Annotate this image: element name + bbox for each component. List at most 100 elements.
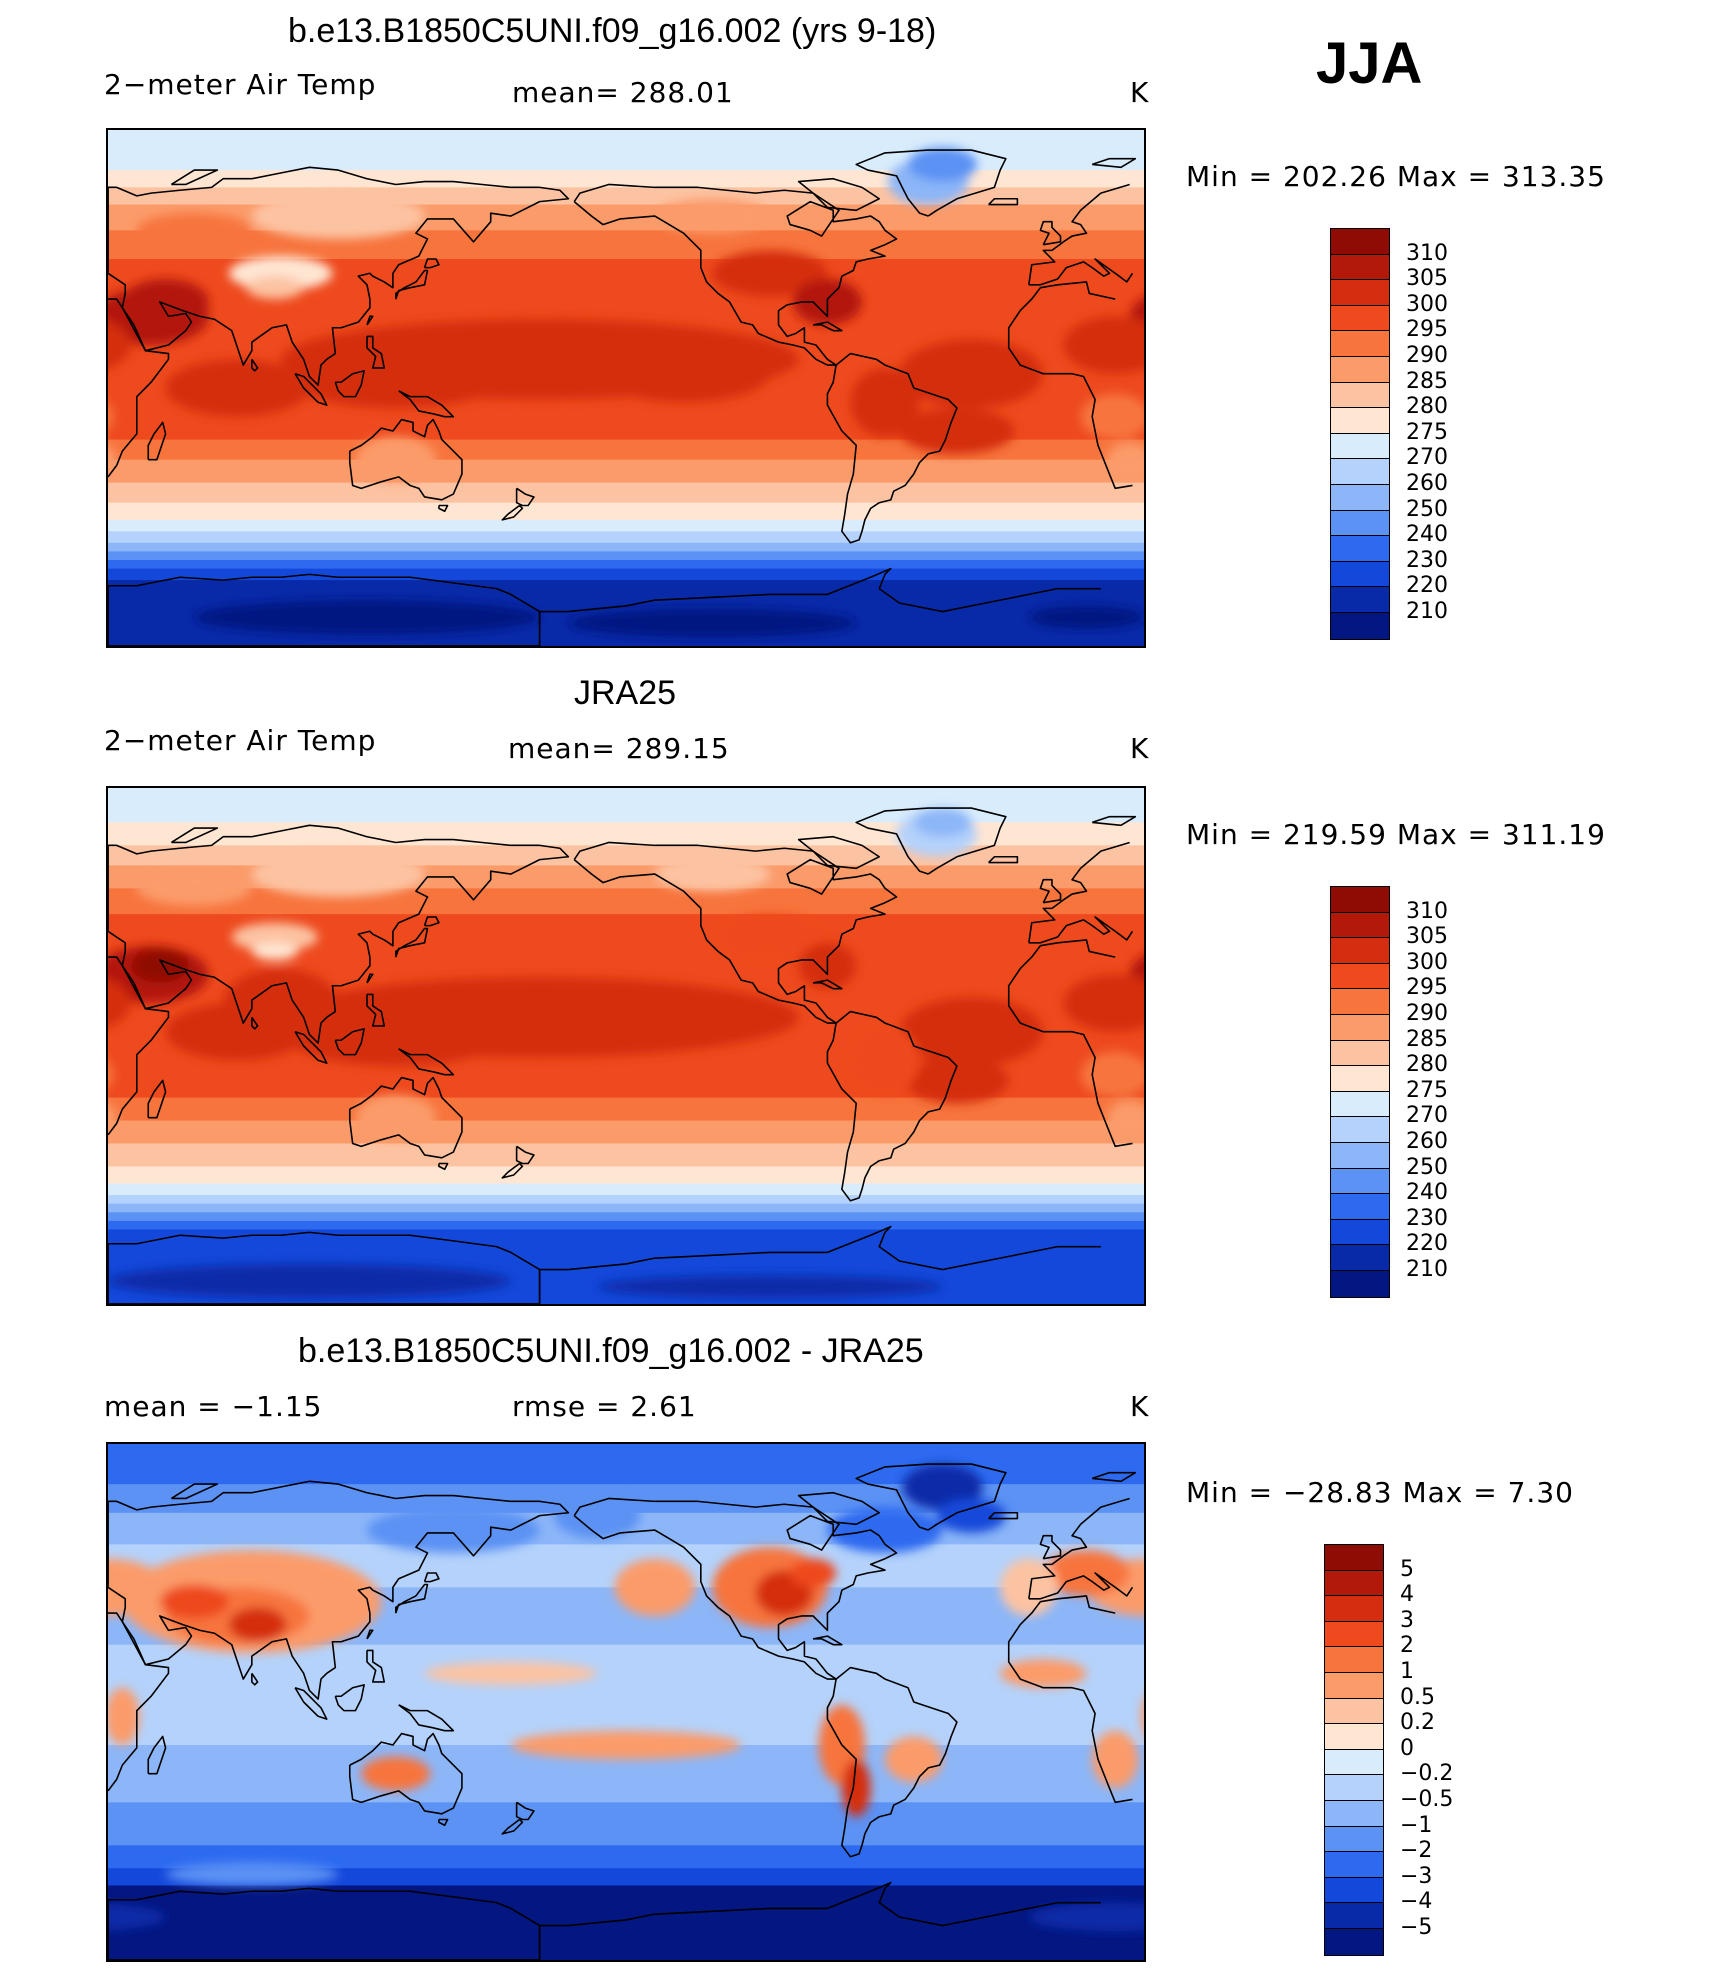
colorbar-tick-label: 210 (1406, 1257, 1448, 1282)
zonal-band (108, 130, 1144, 171)
coastline-baffin (797, 177, 881, 212)
panel-3-unit-label: K (1130, 1390, 1150, 1423)
zonal-band (108, 459, 1144, 484)
zonal-band (108, 1183, 1144, 1196)
colorbar-swatch (1331, 254, 1389, 281)
coastline-new-zealand-south (501, 504, 524, 521)
colorbar-swatch (1331, 1040, 1389, 1067)
field-blob (108, 1558, 166, 1616)
colorbar-swatch (1325, 1928, 1383, 1955)
field-blob (1028, 605, 1144, 629)
colorbar-swatches (1330, 228, 1390, 640)
field-blob (597, 1275, 943, 1299)
colorbar-tick-label: 0.5 (1400, 1684, 1435, 1710)
field-blob (165, 359, 310, 417)
coastline-novaya-zemlya (170, 827, 219, 844)
field-blob (108, 979, 132, 1027)
coastline-antarctica-b (108, 1881, 1101, 1960)
colorbar-swatch (1331, 536, 1389, 562)
field-blob (510, 1730, 742, 1760)
field-blob (231, 922, 319, 952)
colorbar-swatch (1331, 459, 1389, 485)
colorbar-tick-label: 230 (1406, 547, 1448, 573)
coastline-japan (394, 269, 429, 300)
field-blob (228, 1607, 287, 1642)
colorbar-tick-label: 305 (1406, 266, 1448, 292)
coastline-europe-west (108, 183, 1134, 286)
colorbar-tick-label: 0 (1400, 1735, 1414, 1761)
colorbar-tick-label: −1 (1400, 1812, 1433, 1838)
colorbar-swatch (1331, 938, 1389, 964)
colorbar-tick-label: 270 (1406, 445, 1448, 471)
coastline-madagascar (147, 1735, 167, 1775)
map-canvas (108, 130, 1144, 646)
coastline-iceland (988, 1511, 1019, 1520)
coastline-sri-lanka (251, 358, 259, 372)
coastline-uk (1039, 220, 1062, 246)
zonal-band (108, 1203, 1144, 1213)
field-blob (654, 856, 770, 892)
colorbar-swatch (1331, 1091, 1389, 1118)
field-blob (165, 1862, 339, 1886)
colorbar-swatch (1325, 1647, 1383, 1673)
field-blob (718, 914, 822, 960)
zonal-band (108, 482, 1144, 504)
colorbar-tick-label: 210 (1406, 599, 1448, 624)
coastline-novaya-zemlya (170, 169, 219, 186)
colorbar-swatches (1330, 886, 1390, 1298)
colorbar-tick-label: 295 (1406, 317, 1448, 343)
field-blob (913, 808, 972, 837)
zonal-band (108, 1644, 1144, 1746)
panel-1-title: b.e13.B1850C5UNI.f09_g16.002 (yrs 9-18) (288, 12, 937, 50)
colorbar-tick-label: −2 (1400, 1838, 1433, 1864)
panel-3-title: b.e13.B1850C5UNI.f09_g16.002 - JRA25 (298, 1332, 924, 1370)
zonal-band (108, 1097, 1144, 1122)
field-blob (194, 600, 540, 635)
zonal-band (108, 788, 1144, 823)
coastline-europe-asia (108, 166, 570, 386)
coastline-sumatra (294, 372, 328, 406)
zonal-band (108, 531, 1144, 544)
colorbar-swatch (1331, 1168, 1389, 1195)
colorbar-tick-label: 250 (1406, 496, 1448, 522)
panel-2-minmax-label: Min = 219.59 Max = 311.19 (1186, 818, 1606, 851)
zonal-band (108, 888, 1144, 915)
colorbar-tick-label: −3 (1400, 1863, 1433, 1889)
coastline-svalbard (1091, 1471, 1137, 1483)
coastline-japan (394, 1583, 429, 1614)
colorbar-swatch (1331, 1117, 1389, 1143)
field-blob (902, 1464, 983, 1510)
field-blob (841, 1759, 871, 1817)
coastline-new-zealand-south (501, 1818, 524, 1835)
zonal-band (108, 1212, 1144, 1222)
field-blob (355, 436, 437, 483)
field-blob (361, 1756, 431, 1791)
colorbar-swatch (1331, 561, 1389, 588)
colorbar-tick-label: 290 (1406, 343, 1448, 368)
field-blob (165, 1003, 310, 1061)
field-blob (251, 942, 298, 960)
coastline-north-america (573, 1497, 898, 1680)
panel-3-mean-label: mean = −1.15 (104, 1390, 323, 1423)
field-blob (568, 608, 857, 638)
coastline-taiwan (366, 315, 374, 326)
colorbar-tick-label: 4 (1400, 1582, 1414, 1608)
colorbar-swatch (1325, 1775, 1383, 1801)
coastline-uk (1039, 878, 1062, 904)
colorbar-swatch (1325, 1545, 1383, 1571)
field-blob (108, 404, 114, 430)
field-blob (1106, 442, 1144, 477)
colorbar-swatch (1331, 989, 1389, 1015)
zonal-band (108, 1802, 1144, 1846)
coastline-philippines (366, 993, 386, 1027)
colorbar-tick-label: 270 (1406, 1103, 1448, 1129)
colorbar-swatch (1331, 331, 1389, 357)
field-blob (554, 1492, 641, 1539)
colorbar-swatch (1325, 1749, 1383, 1776)
colorbar-swatch (1331, 280, 1389, 306)
colorbar-tick-label: 5 (1400, 1556, 1414, 1582)
zonal-band (108, 502, 1144, 521)
coastline-cuba (812, 321, 843, 332)
colorbar-tick-label: 250 (1406, 1154, 1448, 1180)
zonal-band (108, 1444, 1144, 1485)
